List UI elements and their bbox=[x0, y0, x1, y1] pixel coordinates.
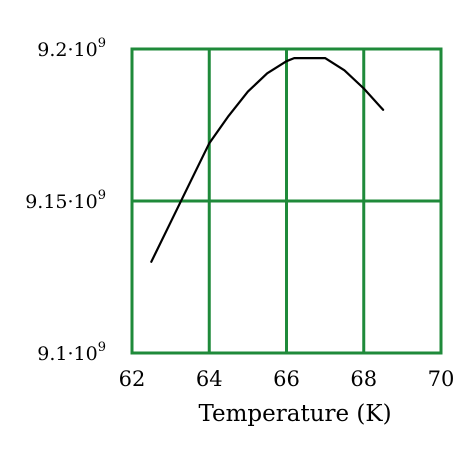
x-tick-label-66: 66 bbox=[273, 367, 300, 391]
series-line bbox=[150, 57, 385, 263]
plot-frame bbox=[130, 47, 443, 355]
x-tick-label-64: 64 bbox=[196, 367, 223, 391]
x-axis-label: Temperature (K) bbox=[198, 401, 391, 427]
y-tick-label-2: 9.2·109 bbox=[37, 36, 106, 61]
y-tick-label-1: 9.15·109 bbox=[25, 188, 106, 213]
grid-lines bbox=[132, 49, 441, 353]
y-tick-label-0: 9.1·109 bbox=[37, 340, 106, 365]
y-tick-labels: 9.1·109 9.15·109 9.2·109 bbox=[25, 36, 106, 365]
x-tick-labels: 62 64 66 68 70 bbox=[119, 367, 455, 391]
x-tick-label-70: 70 bbox=[428, 367, 455, 391]
x-tick-label-62: 62 bbox=[119, 367, 146, 391]
x-tick-label-68: 68 bbox=[350, 367, 377, 391]
